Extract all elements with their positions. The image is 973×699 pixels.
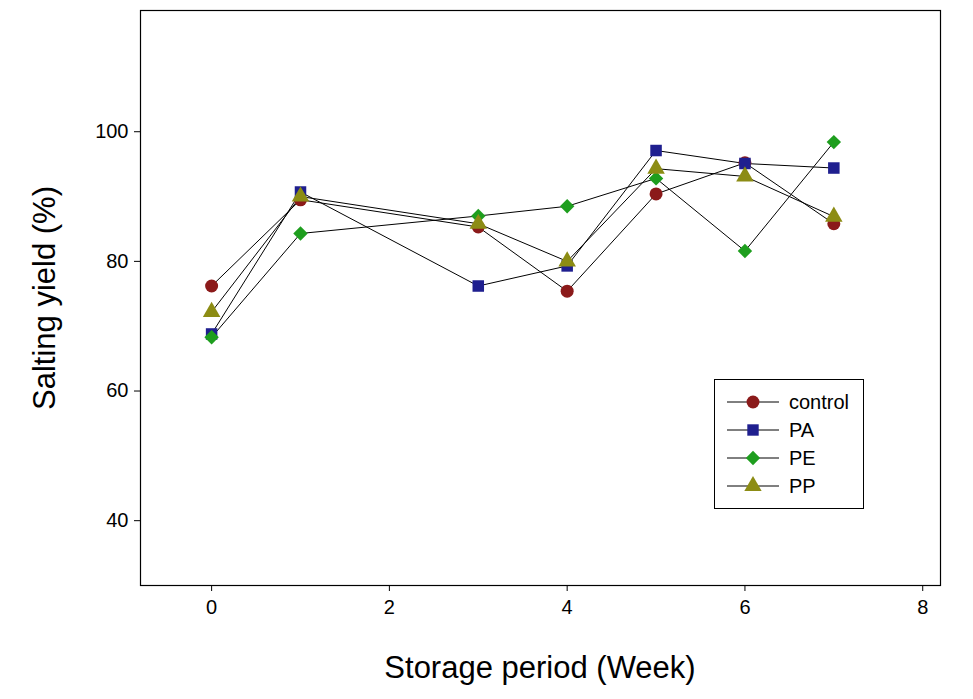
html-text:PE: PE [789, 446, 816, 469]
html-text:PA: PA [789, 418, 815, 441]
html-text:control: control [789, 390, 849, 413]
svg-text:4: 4 [562, 596, 573, 618]
html-text:Salting yield (%): Salting yield (%) [27, 186, 62, 410]
svg-text:0: 0 [206, 596, 217, 618]
html-text:PP: PP [789, 474, 816, 497]
svg-text:60: 60 [106, 379, 128, 401]
svg-text:100: 100 [95, 120, 128, 142]
html-text:Storage period (Week): Storage period (Week) [384, 650, 696, 685]
svg-text:8: 8 [917, 596, 928, 618]
svg-text:2: 2 [384, 596, 395, 618]
svg-text:80: 80 [106, 250, 128, 272]
svg-text:40: 40 [106, 509, 128, 531]
svg-text:6: 6 [739, 596, 750, 618]
